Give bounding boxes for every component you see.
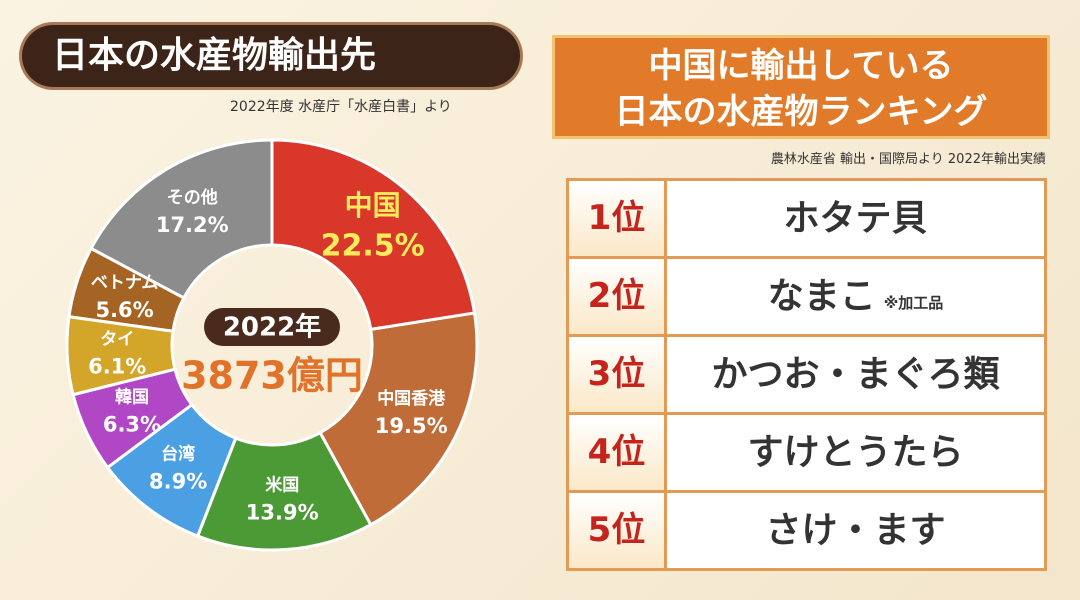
donut-slice	[89, 138, 274, 300]
ranking-title-line: 日本の水産物ランキング	[614, 92, 988, 132]
rank-label: 1位	[569, 181, 667, 256]
item-name: ホタテ貝	[667, 181, 1044, 256]
ranking-source: 農林水産省 輸出・国際局より 2022年輸出実績	[770, 152, 1046, 167]
category-label: 台湾	[161, 443, 195, 464]
donut-slice	[318, 311, 479, 527]
slice-label: ベトナム 5.6%	[91, 273, 159, 322]
rank-label: 4位	[569, 415, 667, 490]
value-label: 5.6%	[95, 298, 153, 322]
value-label: 6.3%	[103, 412, 161, 436]
ranking-row: 1位 ホタテ貝	[569, 181, 1044, 256]
value-label: 8.9%	[149, 469, 207, 493]
slice-label: 韓国 6.3%	[103, 386, 161, 436]
value-label: 17.2%	[156, 213, 229, 237]
chart: 2022年 3873億円 中国 22.5% 中国香港 19.5% 米国 13.9% 台湾 8.…	[65, 138, 479, 552]
item-name: かつお・まぐろ類	[667, 337, 1044, 412]
rank-label: 2位	[569, 259, 667, 334]
center-value: 3873億円	[181, 354, 363, 398]
value-label: 22.5%	[321, 229, 425, 264]
category-label: 中国香港	[377, 388, 446, 409]
item-name-text: かつお・まぐろ類	[711, 354, 1000, 395]
donut-slice	[195, 430, 373, 552]
category-label: タイ	[100, 329, 134, 349]
slice-label: 中国 22.5%	[321, 189, 425, 264]
donut-slice	[71, 367, 194, 470]
item-name: すけとうたら	[667, 415, 1044, 490]
category-label: 米国	[265, 475, 299, 496]
item-name: さけ・ます	[667, 493, 1044, 568]
slice-label: 米国 13.9%	[246, 475, 319, 525]
category-label: 韓国	[115, 386, 149, 407]
ranking-row: 5位 さけ・ます	[569, 490, 1044, 568]
center-pill	[204, 308, 340, 346]
chart-subtitle: 2022年度 水産庁「水産白書」より	[230, 99, 452, 115]
donut-slice	[67, 246, 186, 333]
item-note: ※加工品	[883, 294, 944, 312]
center-label: 2022年	[223, 312, 321, 343]
ranking-table: 1位 ホタテ貝 2位 なまこ ※加工品 3位 かつお・まぐろ類 4位 すけとうたら 5位 さけ・ます	[566, 178, 1047, 571]
rank-label: 5位	[569, 493, 667, 568]
category-label: 中国	[345, 189, 401, 222]
item-name-text: すけとうたら	[747, 432, 964, 473]
item-name-text: ホタテ貝	[783, 198, 928, 239]
item-name-text: なまこ	[767, 276, 876, 317]
ranking-row: 4位 すけとうたら	[569, 412, 1044, 490]
category-label: ベトナム	[91, 273, 159, 293]
ranking-title-line: 中国に輸出している	[648, 46, 954, 86]
chart-title: 日本の水産物輸出先	[22, 25, 520, 87]
value-label: 6.1%	[88, 354, 146, 378]
donut-slice	[270, 138, 477, 332]
rank-label: 3位	[569, 337, 667, 412]
item-name-text: さけ・ます	[765, 510, 946, 551]
slice-label: その他 17.2%	[156, 187, 229, 237]
category-label: その他	[167, 187, 218, 208]
ranking-row: 3位 かつお・まぐろ類	[569, 334, 1044, 412]
item-name: なまこ ※加工品	[667, 259, 1044, 334]
value-label: 19.5%	[375, 414, 448, 438]
slice-label: 中国香港 19.5%	[375, 388, 448, 438]
donut-slice	[105, 402, 238, 539]
ranking-row: 2位 なまこ ※加工品	[569, 256, 1044, 334]
slice-label: 台湾 8.9%	[149, 443, 207, 493]
ranking-title: 中国に輸出している 日本の水産物ランキング	[552, 35, 1050, 139]
value-label: 13.9%	[246, 501, 319, 525]
slice-label: タイ 6.1%	[88, 329, 146, 378]
